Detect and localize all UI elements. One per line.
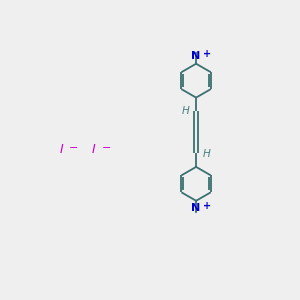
Text: H: H	[182, 106, 189, 116]
Text: +: +	[203, 201, 211, 211]
Text: N: N	[191, 203, 200, 213]
Text: H: H	[203, 149, 211, 159]
Text: +: +	[203, 49, 211, 59]
Text: −: −	[69, 143, 78, 153]
Text: N: N	[191, 51, 200, 62]
Text: I: I	[59, 143, 63, 157]
Text: I: I	[92, 143, 96, 157]
Text: −: −	[101, 143, 111, 153]
